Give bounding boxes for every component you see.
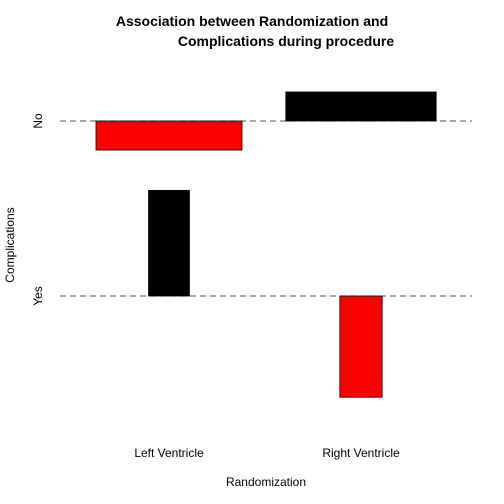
x-axis-label: Randomization [226,475,306,489]
chart-title-line-1: Association between Randomization and [116,13,388,29]
y-tick-labels: No Yes [31,113,45,306]
x-tick-labels: Left Ventricle Right Ventricle [134,446,400,460]
bar-right-ventricle-no [285,91,437,122]
bar-left-ventricle-yes [148,189,190,297]
bar-left-ventricle-no [95,120,243,151]
y-tick-yes: Yes [31,286,45,306]
x-tick-left-ventricle: Left Ventricle [134,446,204,460]
bar-right-ventricle-yes [339,295,383,398]
y-tick-no: No [31,113,45,129]
bars [95,91,437,398]
chart-title-line-2: Complications during procedure [178,33,394,49]
x-tick-right-ventricle: Right Ventricle [322,446,400,460]
y-axis-label: Complications [3,207,17,282]
